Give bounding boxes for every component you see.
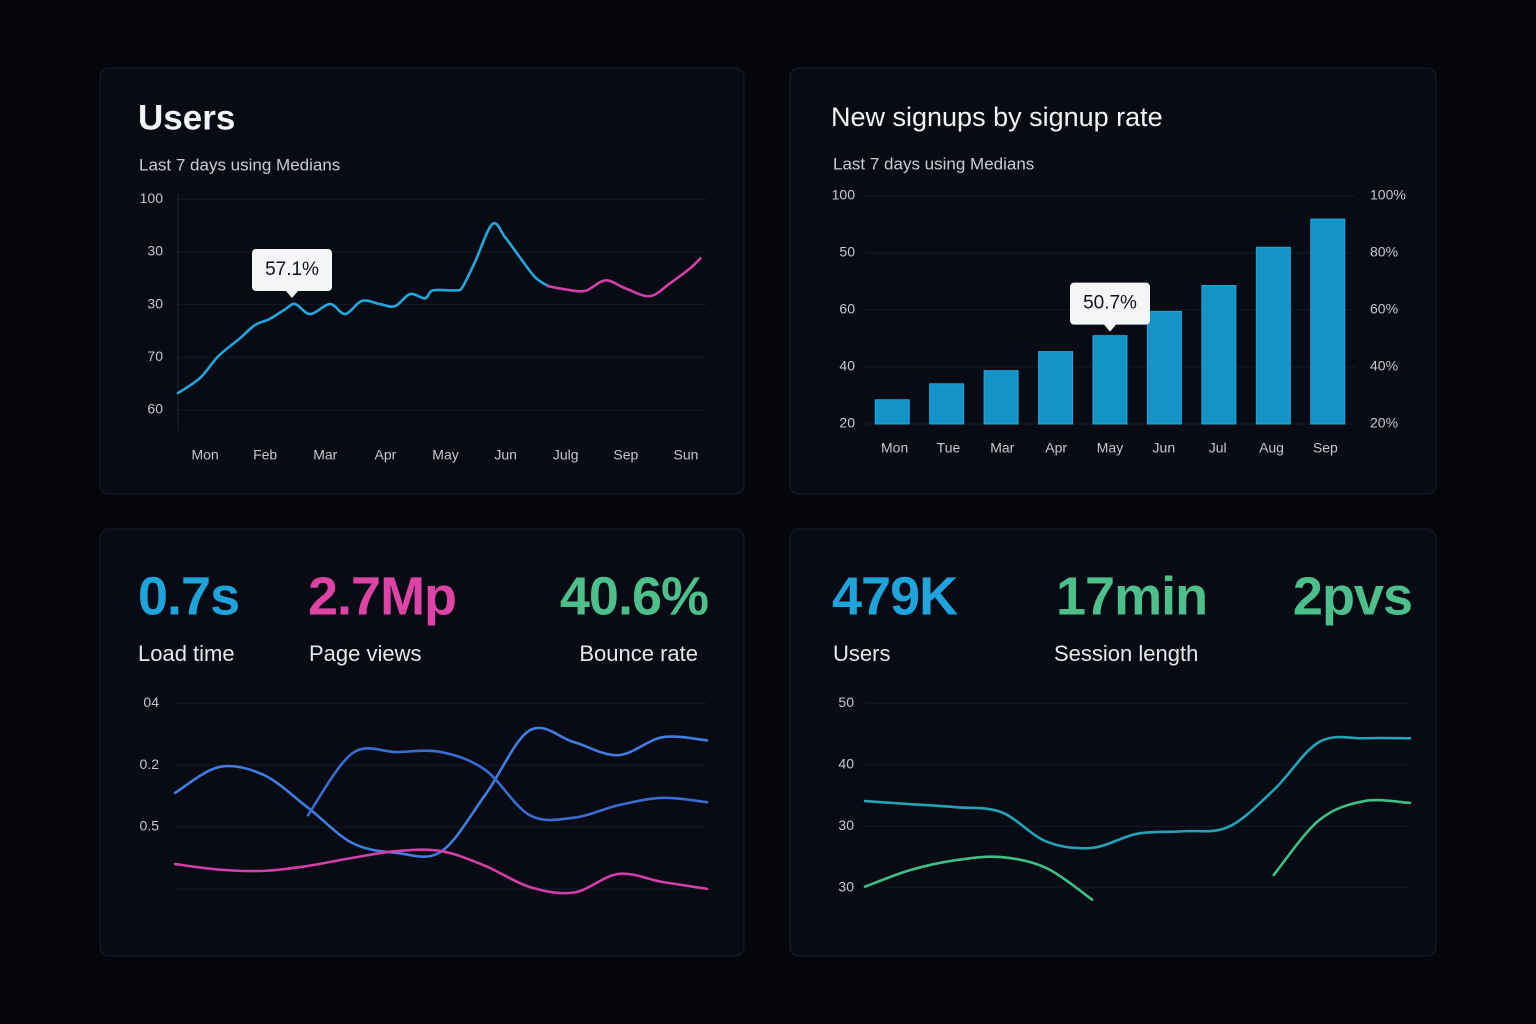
x-tick-label: Sep	[613, 447, 638, 463]
stat-value: 2.7Mp	[308, 566, 456, 626]
stat-label: Bounce rate	[579, 641, 698, 666]
stat-value: 0.7s	[138, 566, 239, 626]
y-tick-label: 0.2	[140, 756, 160, 772]
tooltip	[252, 249, 332, 298]
y-tick-label: 30	[838, 879, 854, 895]
bar	[1255, 246, 1291, 425]
x-tick-label: Mar	[313, 447, 337, 463]
stat-value: 40.6%	[560, 566, 708, 626]
y2-tick-label: 20%	[1370, 415, 1398, 431]
subtitle: Last 7 days using Medians	[139, 155, 340, 174]
y2-tick-label: 40%	[1370, 358, 1398, 374]
bar	[983, 370, 1019, 425]
x-tick-label: Jun	[494, 447, 517, 463]
bar	[874, 399, 910, 425]
y-tick-label: 04	[143, 694, 159, 710]
x-tick-label: Mon	[881, 440, 908, 456]
y-tick-label: 30	[147, 243, 163, 259]
x-tick-label: Sun	[673, 447, 698, 463]
bar	[1092, 335, 1128, 425]
panel	[99, 528, 745, 957]
x-tick-label: Aug	[1259, 440, 1284, 456]
y2-tick-label: 100%	[1370, 187, 1406, 203]
y-tick-label: 40	[838, 755, 854, 771]
x-tick-label: May	[432, 447, 458, 463]
x-tick-label: Mon	[191, 447, 218, 463]
line	[306, 747, 709, 822]
x-tick-label: Jun	[1153, 440, 1176, 456]
title: New signups by signup rate	[831, 102, 1163, 132]
x-tick-label: Julg	[553, 447, 579, 463]
line	[863, 735, 1412, 850]
x-tick-label: Feb	[253, 447, 277, 463]
y-tick-label: 100	[140, 190, 164, 206]
x-tick-label: Tue	[937, 440, 961, 456]
y-tick-label: 0.5	[140, 818, 160, 834]
y2-tick-label: 80%	[1370, 244, 1398, 260]
y-tick-label: 60	[839, 301, 855, 317]
panel	[789, 528, 1437, 957]
panel	[99, 67, 745, 495]
line	[173, 848, 709, 895]
y-tick-label: 70	[147, 348, 163, 364]
bar	[1146, 310, 1182, 425]
stat-label: Load time	[138, 641, 235, 666]
title: Users	[138, 98, 235, 137]
tooltip-text: 57.1%	[265, 259, 319, 280]
stat-value: 479K	[832, 566, 958, 626]
line	[1272, 798, 1412, 877]
bar	[1038, 351, 1074, 425]
subtitle: Last 7 days using Medians	[833, 154, 1034, 173]
stat-label: Users	[833, 641, 890, 666]
stat-label: Session length	[1054, 641, 1198, 666]
y2-tick-label: 60%	[1370, 301, 1398, 317]
line	[863, 855, 1094, 901]
x-tick-label: Sep	[1313, 440, 1338, 456]
x-tick-label: Jul	[1209, 440, 1227, 456]
y-tick-label: 30	[147, 295, 163, 311]
line	[547, 256, 702, 298]
x-tick-label: May	[1097, 440, 1123, 456]
y-tick-label: 30	[838, 817, 854, 833]
tooltip-text: 50.7%	[1083, 293, 1137, 314]
line	[176, 221, 550, 395]
y-tick-label: 100	[832, 187, 856, 203]
x-tick-label: Apr	[374, 447, 396, 463]
y-tick-label: 20	[839, 415, 855, 431]
y-tick-label: 40	[839, 358, 855, 374]
stat-value: 2pvs	[1293, 566, 1412, 626]
bar	[929, 383, 965, 425]
bar	[1310, 218, 1346, 425]
stat-value: 17min	[1056, 566, 1207, 626]
y-tick-label: 50	[838, 694, 854, 710]
x-tick-label: Mar	[990, 440, 1014, 456]
tooltip	[1070, 282, 1150, 332]
y-tick-label: 50	[839, 244, 855, 260]
y-tick-label: 60	[147, 401, 163, 417]
x-tick-label: Apr	[1045, 440, 1067, 456]
bar	[1201, 284, 1237, 425]
stat-label: Page views	[309, 641, 422, 666]
